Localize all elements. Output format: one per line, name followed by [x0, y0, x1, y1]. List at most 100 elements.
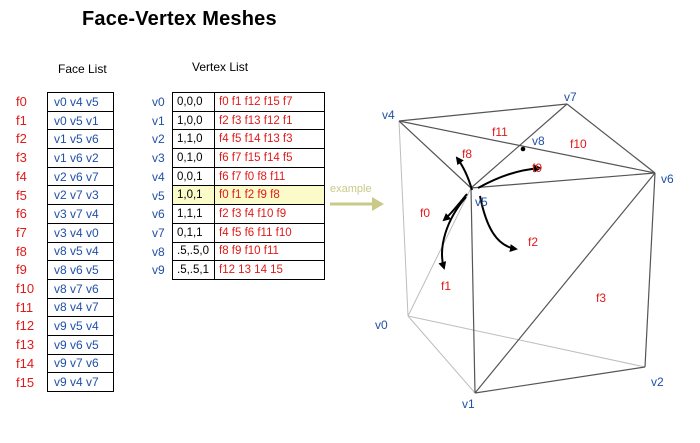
face-row: v9 v4 v7 [47, 372, 114, 392]
edge-v5-v1 [470, 187, 476, 394]
face-label-f3: f3 [16, 150, 27, 166]
arrow-to-f8 [455, 156, 473, 191]
face-label-f1: f1 [16, 112, 27, 128]
face-label-f4: f4 [16, 168, 27, 184]
vertex-label-v7: v7 [152, 225, 165, 240]
face-label-f2: f2 [16, 131, 27, 147]
face-row: v9 v6 v5 [47, 334, 114, 355]
edge-v7-v6 [566, 103, 656, 174]
face-row: v9 v7 v6 [47, 353, 114, 374]
visible-edges [398, 103, 656, 394]
edge-v1-v2 [474, 366, 646, 394]
face-list-table: v0 v4 v5 v0 v5 v1 v1 v5 v6 v1 v6 v2 v2 v6 v7… [47, 92, 114, 392]
face-label-f13: f13 [16, 337, 35, 353]
face-label-f9: f9 [16, 262, 27, 278]
vertex-row: 0,1,1 f4 f5 f6 f11 f10 [172, 222, 325, 243]
hidden-edges [398, 120, 646, 394]
cube-label-f10: f10 [570, 137, 587, 151]
arrow-to-f2 [479, 195, 518, 253]
vertex-label-v5: v5 [152, 188, 165, 203]
arrow-to-f0 [442, 193, 468, 222]
vertex-row: .5,.5,1 f12 13 14 15 [172, 260, 325, 280]
cube-label-f9: f9 [532, 161, 542, 175]
arrow-to-f1 [438, 196, 467, 270]
face-label-f7: f7 [16, 224, 27, 240]
cube-label-v5: v5 [475, 195, 488, 209]
vertex-label-v9: v9 [152, 263, 165, 278]
arrow-to-f9 [477, 164, 542, 189]
vertex-label-v8: v8 [152, 244, 165, 259]
vertex-label-v6: v6 [152, 207, 165, 222]
vertex-row: 1,1,1 f2 f3 f4 f10 f9 [172, 204, 325, 224]
face-vertices-cell: v9 v4 v7 [47, 372, 114, 392]
face-vertices-cell: v9 v5 v4 [47, 316, 114, 336]
face-vertices-cell: v1 v5 v6 [47, 129, 114, 150]
cube-label-f3: f3 [596, 291, 606, 305]
cube-label-f11: f11 [492, 125, 508, 139]
face-vertices-cell: v9 v7 v6 [47, 353, 114, 374]
face-label-f14: f14 [16, 355, 35, 371]
cube-label-f2: f2 [528, 235, 538, 249]
face-list-caption: Face List [58, 62, 107, 76]
face-vertices-cell: v0 v5 v1 [47, 110, 114, 131]
vertex-coord-cell: 1,0,1 [172, 185, 215, 206]
vertex-label-v4: v4 [152, 169, 165, 184]
face-row: v3 v4 v0 [47, 222, 114, 243]
example-arrow: example [330, 183, 384, 211]
vertex-row-highlighted: 1,0,1 f0 f1 f2 f9 f8 [172, 185, 325, 206]
edge-v3-v2 [407, 315, 646, 368]
vertex-list-caption: Vertex List [192, 60, 249, 74]
vertex-label-v1: v1 [152, 113, 165, 128]
vertex-row: .5,.5,0 f8 f9 f10 f11 [172, 241, 325, 262]
cube-label-v0: v0 [375, 318, 388, 332]
face-vertices-cell: v8 v7 v6 [47, 278, 114, 299]
vertex-list-table: 0,0,0 f0 f1 f12 f15 f7 1,0,0 f2 f3 f13 f12 … [172, 92, 325, 280]
cube-label-v4: v4 [382, 108, 395, 122]
vertex-faces-cell: f12 13 14 15 [214, 260, 325, 280]
face-vertices-cell: v8 v4 v7 [47, 297, 114, 318]
face-row: v3 v7 v4 [47, 204, 114, 224]
face-row: v2 v7 v3 [47, 185, 114, 206]
edge-v3-v5 [407, 187, 472, 317]
face-row: v1 v6 v2 [47, 148, 114, 168]
cube-label-v1: v1 [462, 397, 475, 411]
cube-label-v2: v2 [651, 375, 664, 389]
edge-v7-v5 [470, 103, 568, 189]
cube-label-v6: v6 [661, 172, 674, 186]
face-label-f10: f10 [16, 281, 35, 296]
face-label-f6: f6 [16, 206, 27, 222]
vertex-label-v3: v3 [152, 151, 165, 166]
edge-v3-v1 [407, 315, 476, 394]
adjacency-arrows [438, 156, 542, 270]
vertex-v8-dot [520, 146, 526, 152]
face-vertices-cell: v0 v4 v5 [47, 92, 114, 112]
page-title: Face-Vertex Meshes [82, 8, 277, 30]
face-row: v8 v5 v4 [47, 241, 114, 262]
vertex-coord-cell: 0,0,0 [172, 92, 215, 112]
face-row: v0 v4 v5 [47, 92, 114, 112]
vertex-label-v0: v0 [152, 95, 165, 109]
face-label-f11: f11 [16, 299, 34, 315]
vertex-row: 1,0,0 f2 f3 f13 f12 f1 [172, 110, 325, 131]
face-row: v8 v7 v6 [47, 278, 114, 299]
face-vertices-cell: v9 v6 v5 [47, 334, 114, 355]
vertex-faces-cell: f2 f3 f4 f10 f9 [214, 204, 325, 224]
cube-label-f8: f8 [462, 147, 472, 161]
face-label-f5: f5 [16, 187, 27, 203]
face-vertices-cell: v8 v5 v4 [47, 241, 114, 262]
cube-label-v8: v8 [532, 134, 545, 148]
face-row: v8 v4 v7 [47, 297, 114, 318]
cube-label-f0: f0 [420, 206, 430, 220]
face-vertices-cell: v2 v7 v3 [47, 185, 114, 206]
cube-label-v7: v7 [564, 90, 577, 104]
face-label-f8: f8 [16, 243, 27, 259]
edge-v1-v6 [474, 172, 656, 394]
edge-v4-v6 [398, 120, 656, 174]
edge-v4-v7 [398, 103, 568, 122]
vertex-faces-cell: f8 f9 f10 f11 [214, 241, 325, 262]
face-label-f0: f0 [16, 94, 27, 109]
face-label-f15: f15 [16, 374, 35, 390]
face-row: v1 v5 v6 [47, 129, 114, 150]
